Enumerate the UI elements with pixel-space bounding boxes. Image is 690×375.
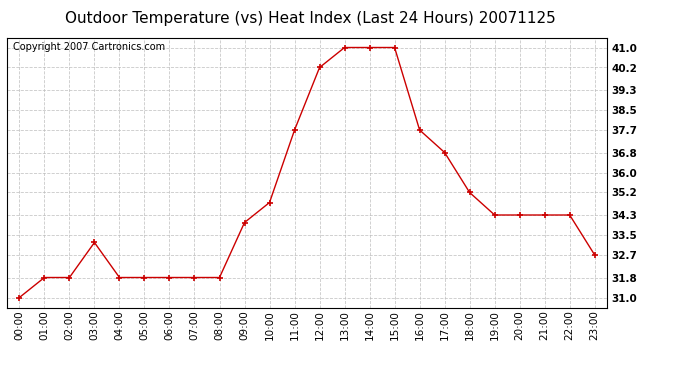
Text: Outdoor Temperature (vs) Heat Index (Last 24 Hours) 20071125: Outdoor Temperature (vs) Heat Index (Las… (65, 11, 556, 26)
Text: Copyright 2007 Cartronics.com: Copyright 2007 Cartronics.com (13, 42, 165, 51)
